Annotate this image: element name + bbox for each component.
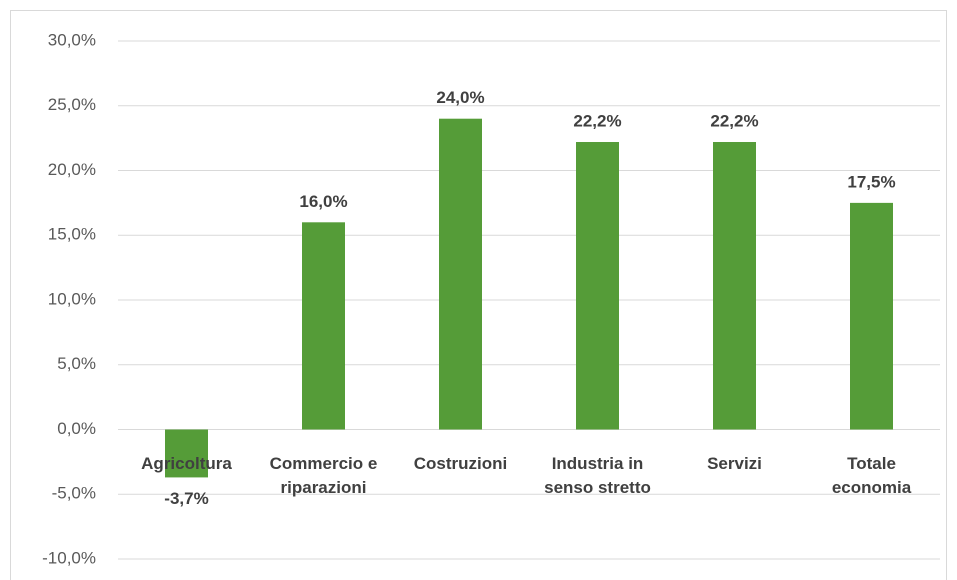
- data-label: 22,2%: [710, 111, 758, 130]
- bar: [302, 222, 345, 430]
- x-tick-label: Totale economia: [831, 453, 912, 497]
- bar: [165, 429, 208, 478]
- x-tick-label: Commercio e riparazioni: [269, 453, 378, 497]
- y-tick-label: 30,0%: [48, 30, 96, 49]
- data-label: 22,2%: [573, 111, 621, 130]
- y-tick-label: 25,0%: [48, 95, 96, 114]
- chart-border: [10, 10, 947, 580]
- x-tick-label: Costruzioni: [413, 453, 508, 473]
- data-label: 17,5%: [847, 172, 895, 191]
- bar: [850, 202, 893, 430]
- y-tick-label: -10,0%: [42, 548, 96, 567]
- bar: [576, 142, 619, 430]
- data-label: -3,7%: [164, 489, 208, 508]
- data-label: 16,0%: [299, 192, 347, 211]
- x-tick-label: Industria in senso stretto: [544, 453, 651, 497]
- y-tick-label: 5,0%: [57, 354, 96, 373]
- x-tick-label: Servizi: [707, 453, 762, 473]
- y-tick-label: 10,0%: [48, 289, 96, 308]
- y-tick-label: 15,0%: [48, 225, 96, 244]
- data-label: 24,0%: [436, 88, 484, 107]
- x-tick-label: Agricoltura: [141, 453, 232, 473]
- bar: [439, 118, 482, 430]
- y-tick-label: 20,0%: [48, 160, 96, 179]
- y-tick-label: 0,0%: [57, 419, 96, 438]
- y-tick-label: -5,0%: [52, 484, 96, 503]
- bar: [713, 142, 756, 430]
